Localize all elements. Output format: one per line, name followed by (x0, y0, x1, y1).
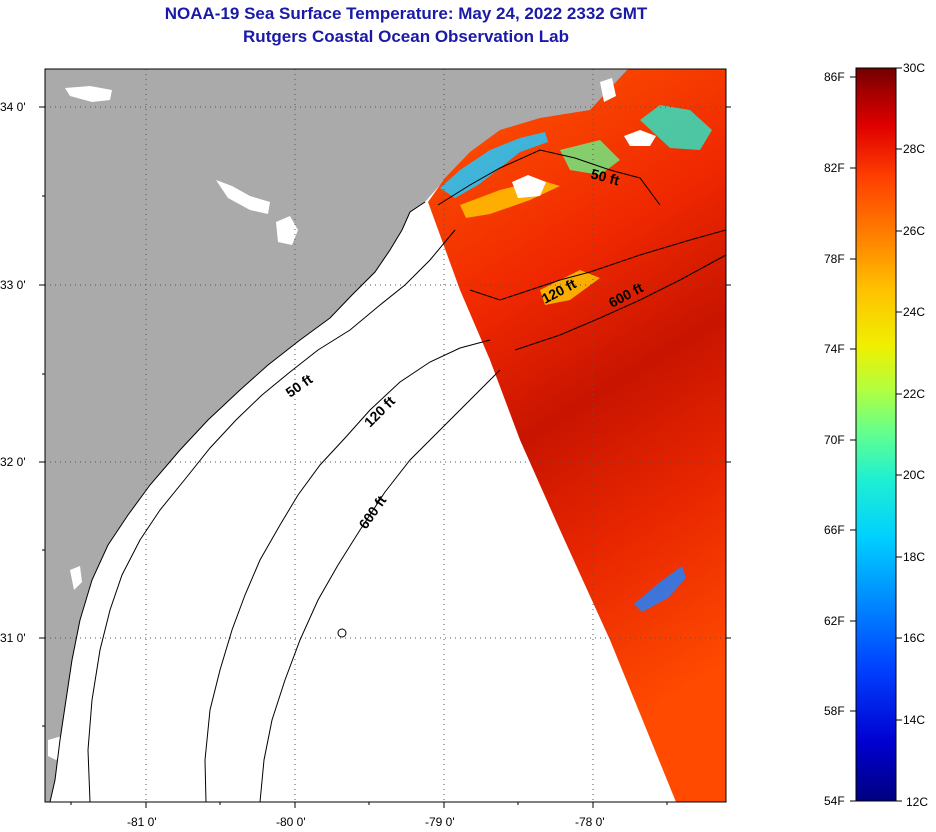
colorbar-c-label: 30C (903, 61, 925, 75)
cool-water-patch (540, 270, 600, 305)
cloud-gap (624, 130, 656, 146)
colorbar-c-label: 24C (903, 305, 925, 319)
colorbar-c-label: 28C (903, 142, 925, 156)
colorbar-c-label: 16C (903, 631, 925, 645)
lat-label: 31 0' (0, 631, 26, 645)
axis-ticks (39, 106, 731, 808)
lon-label: -81 0' (127, 815, 157, 829)
colorbar-c-label: 12C (906, 795, 928, 809)
colorbar-f-label: 70F (824, 433, 845, 447)
colorbar-f-label: 74F (824, 342, 845, 356)
inland-water (276, 216, 298, 245)
contour-120ft-north (469, 229, 726, 301)
cloud-gap (600, 78, 616, 102)
seamount-contour (337, 628, 347, 638)
lat-label: 34 0' (0, 100, 26, 114)
cool-water-patch (640, 105, 712, 150)
cool-water-patch (560, 140, 620, 175)
map-subtitle: Rutgers Coastal Ocean Observation Lab (243, 27, 569, 46)
colorbar-c-label: 26C (903, 224, 925, 238)
colorbar-c-label: 20C (903, 468, 925, 482)
inland-water (70, 566, 82, 590)
colorbar-c-label: 14C (903, 713, 925, 727)
contour-label: 600 ft (355, 492, 389, 531)
coastline (49, 201, 426, 802)
colorbar-c-label: 18C (903, 550, 925, 564)
sst-swath (428, 69, 726, 802)
land-mass (45, 69, 628, 802)
colorbar-c-label: 22C (903, 387, 925, 401)
colorbar-ticks (850, 67, 902, 802)
inland-water (65, 86, 112, 102)
contour-50ft-north (437, 149, 661, 206)
map-frame (44, 68, 727, 803)
graticule (45, 69, 726, 802)
cool-water-patch (440, 132, 548, 198)
inland-water (216, 180, 270, 214)
colorbar-f-label: 82F (824, 161, 845, 175)
cool-water-patch (634, 566, 686, 612)
colorbar-f-label: 86F (824, 70, 845, 84)
colorbar-f-label: 66F (824, 523, 845, 537)
contour-50ft (87, 229, 456, 802)
colorbar-f-label: 58F (824, 704, 845, 718)
contour-label: 120 ft (361, 393, 398, 430)
lat-label: 33 0' (0, 278, 26, 292)
lon-label: -80 0' (276, 815, 306, 829)
colorbar-f-label: 78F (824, 252, 845, 266)
inland-water (48, 736, 68, 760)
contour-600ft (259, 369, 501, 802)
colorbar-f-label: 62F (824, 614, 845, 628)
lat-label: 32 0' (0, 455, 26, 469)
contour-120ft (204, 339, 491, 802)
map-title: NOAA-19 Sea Surface Temperature: May 24,… (164, 4, 648, 23)
cloud-gap (512, 175, 546, 198)
contour-label: 50 ft (283, 371, 316, 401)
contour-600ft-north (514, 254, 726, 351)
contour-label: 50 ft (589, 165, 621, 188)
lon-label: -79 0' (425, 815, 455, 829)
lon-label: -78 0' (575, 815, 605, 829)
colorbar-f-label: 54F (824, 794, 845, 808)
colorbar (855, 67, 897, 802)
